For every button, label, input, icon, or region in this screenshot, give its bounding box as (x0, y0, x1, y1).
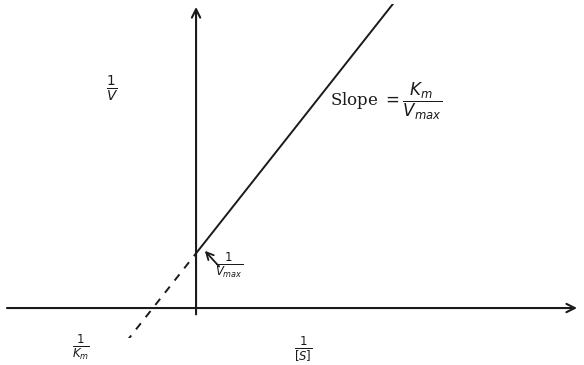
Text: $\frac{1}{V}$: $\frac{1}{V}$ (106, 74, 118, 104)
Text: $\frac{1}{K_m}$: $\frac{1}{K_m}$ (72, 333, 90, 362)
Text: Slope $= \dfrac{K_m}{V_{max}}$: Slope $= \dfrac{K_m}{V_{max}}$ (331, 81, 443, 122)
Text: $\frac{1}{V_{max}}$: $\frac{1}{V_{max}}$ (215, 251, 244, 280)
Text: $\frac{1}{[S]}$: $\frac{1}{[S]}$ (294, 334, 313, 361)
